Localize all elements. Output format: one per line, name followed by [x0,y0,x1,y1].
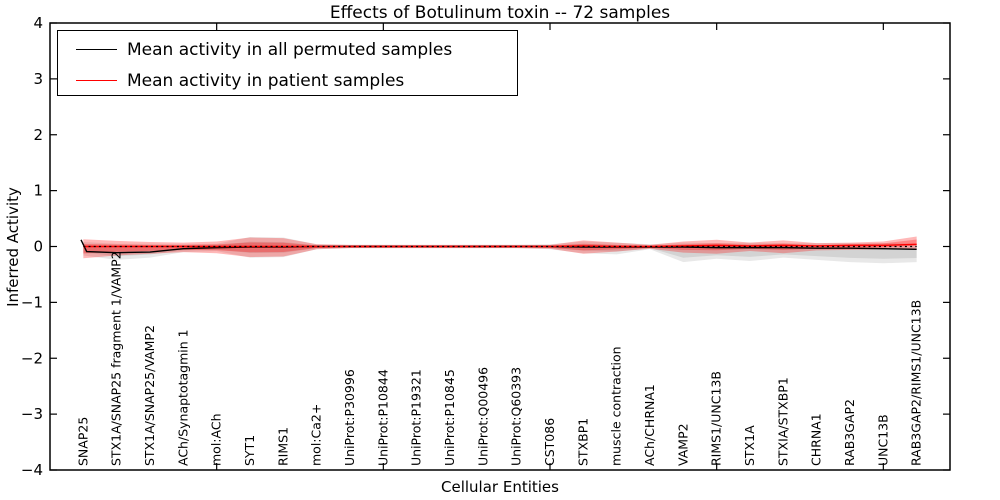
category-label: UniProt:Q60393 [509,367,524,466]
category-label: RIMS1/UNC13B [709,371,724,466]
category-label: VAMP2 [675,423,690,466]
category-label: UniProt:P19321 [409,369,424,466]
category-label: muscle contraction [609,346,624,466]
category-label: STX1A/SNAP25/VAMP2 [142,325,157,466]
category-label: STX1A/SNAP25 fragment 1/VAMP2 [109,251,124,466]
category-label: UNC13B [875,414,890,466]
y-tick-label: 4 [33,14,43,32]
category-label: STX1A [742,425,757,466]
permuted-samples-band-outer [83,237,917,264]
category-label: CHRNA1 [809,413,824,466]
legend-entry-permuted: Mean activity in all permuted samples [58,34,517,65]
category-label: STXIA/STXBP1 [775,377,790,466]
category-label: CST086 [542,418,557,466]
x-axis-label: Cellular Entities [441,478,559,496]
legend-label-permuted: Mean activity in all permuted samples [127,39,453,60]
legend-box: Mean activity in all permuted samples Me… [57,30,518,96]
category-label: RIMS1 [275,427,290,466]
legend-label-patient: Mean activity in patient samples [127,70,405,91]
category-label: RAB3GAP2/RIMS1/UNC13B [909,300,924,466]
y-tick-label: 0 [33,238,43,256]
category-label: mol:ACh [209,414,224,467]
patient-line-sample [76,80,117,81]
category-label: mol:Ca2+ [309,404,324,466]
category-label: UniProt:P10845 [442,369,457,466]
y-tick-label: −2 [21,349,43,367]
category-label: ACh/CHRNA1 [642,384,657,466]
y-tick-label: −3 [21,405,43,423]
category-label: UniProt:Q00496 [475,367,490,466]
y-tick-label: 3 [33,70,43,88]
category-label: STXBP1 [575,418,590,466]
category-label: UniProt:P10844 [375,369,390,466]
category-label: UniProt:P30996 [342,369,357,466]
legend-entry-patient: Mean activity in patient samples [58,65,517,96]
category-label: SYT1 [242,435,257,466]
y-axis-label: Inferred Activity [4,187,22,307]
y-tick-label: 2 [33,126,43,144]
y-tick-label: 1 [33,182,43,200]
y-tick-label: −4 [21,461,43,479]
category-label: RAB3GAP2 [842,399,857,466]
category-label: ACh/Synaptotagmin 1 [175,329,190,466]
y-tick-label: −1 [21,293,43,311]
category-label: SNAP25 [75,417,90,466]
patient-samples-band-outer [83,236,917,259]
chart-title: Effects of Botulinum toxin -- 72 samples [329,3,671,23]
permuted-line-sample [76,49,117,50]
